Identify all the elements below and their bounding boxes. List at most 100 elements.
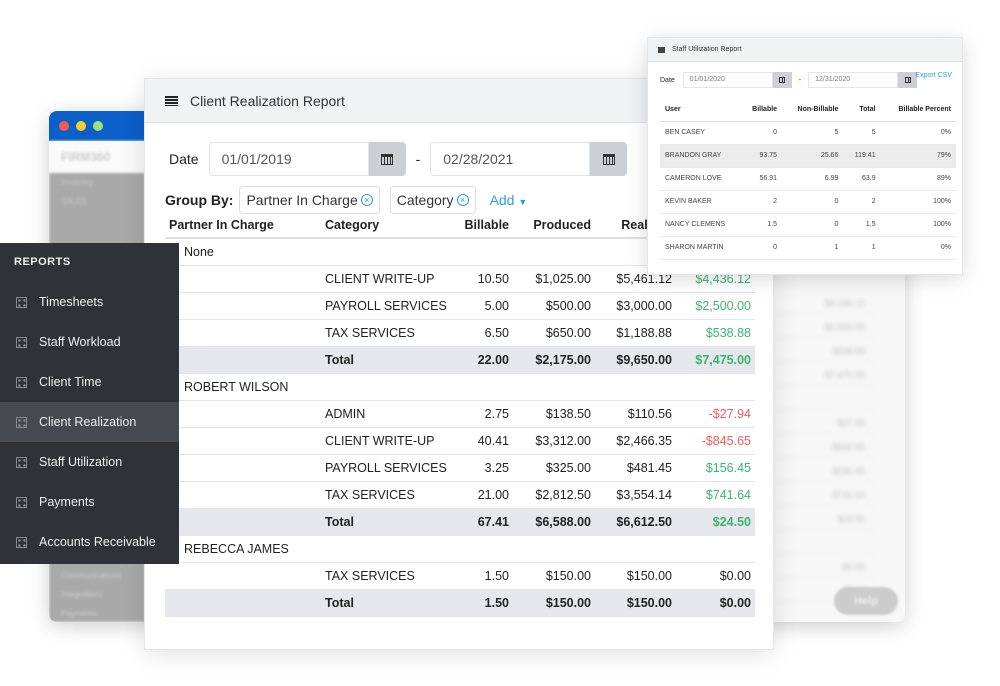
difference-cell: -$845.65 xyxy=(676,427,755,455)
sidebar-item-staff-utilization[interactable]: Staff Utilization xyxy=(0,442,179,482)
total-row: Total 22.00 $2,175.00 $9,650.00 $7,475.00 xyxy=(165,346,755,374)
billable-cell: 3.25 xyxy=(451,454,513,482)
bg-table-cell: $0.00 xyxy=(775,555,875,579)
sidebar-item-label: Timesheets xyxy=(39,295,104,309)
category-cell: TAX SERVICES xyxy=(321,481,451,509)
realized-cell: $2,466.35 xyxy=(595,427,676,455)
col-total[interactable]: Total xyxy=(843,98,881,122)
category-cell: ADMIN xyxy=(321,400,451,428)
sidebar-item-client-realization[interactable]: Client Realization xyxy=(0,402,179,442)
difference-cell: $2,500.00 xyxy=(676,292,755,320)
minimize-dot-icon[interactable] xyxy=(76,121,86,131)
bg-table-cell: $538.88 xyxy=(775,339,875,363)
total-cell: 119.41 xyxy=(843,144,881,168)
date-to-picker-button[interactable] xyxy=(590,142,628,176)
produced-cell: $1,025.00 xyxy=(513,265,595,293)
non-billable-cell: 25.66 xyxy=(782,144,844,168)
sidebar-item-client-time[interactable]: Client Time xyxy=(0,362,179,402)
billable-cell: 10.50 xyxy=(451,265,513,293)
difference-cell: -$27.94 xyxy=(676,400,755,428)
menu-icon[interactable] xyxy=(165,95,178,106)
col-billable-percent[interactable]: Billable Percent xyxy=(880,98,956,122)
realized-cell: $150.00 xyxy=(595,589,676,617)
sidebar-item-label: Payments xyxy=(39,495,95,509)
billable-percent-cell: 89% xyxy=(880,167,956,191)
partner-cell xyxy=(165,454,321,482)
partner-cell xyxy=(165,427,321,455)
date-from-picker-button[interactable] xyxy=(772,72,792,88)
calendar-icon xyxy=(904,77,911,83)
produced-cell: $150.00 xyxy=(513,562,595,590)
date-to-input[interactable]: 12/31/2020 xyxy=(808,72,899,88)
date-from-input[interactable]: 01/01/2019 xyxy=(208,142,369,176)
produced-cell: $325.00 xyxy=(513,454,595,482)
bg-table-cell: -$27.94 xyxy=(775,411,875,435)
client-realization-report: Client Realization Report Date 01/01/201… xyxy=(144,78,774,650)
bg-table-cell: $24.50 xyxy=(775,507,875,531)
group-chip-partner[interactable]: Partner In Charge × xyxy=(239,186,380,214)
bg-table-cell: $156.45 xyxy=(775,459,875,483)
bg-table-cell xyxy=(775,387,875,411)
bg-table-cell: $7,475.00 xyxy=(775,363,875,387)
report-icon xyxy=(16,416,27,428)
col-category[interactable]: Category xyxy=(321,213,451,239)
sidebar-item-payments[interactable]: Payments xyxy=(0,482,179,522)
realized-cell: $481.45 xyxy=(595,454,676,482)
table-row: NANCY CLEMENS 1.5 0 1.5 100% xyxy=(660,213,956,237)
bg-nav-item[interactable]: Payments xyxy=(61,609,97,618)
maximize-dot-icon[interactable] xyxy=(93,121,103,131)
export-csv-link[interactable]: Export CSV xyxy=(915,72,952,79)
col-billable[interactable]: Billable xyxy=(740,98,783,122)
group-chip-category[interactable]: Category × xyxy=(389,186,476,214)
add-group-button[interactable]: Add ▼ xyxy=(490,192,528,208)
remove-chip-icon[interactable]: × xyxy=(456,194,469,206)
date-to-input[interactable]: 02/28/2021 xyxy=(430,142,591,176)
produced-cell: $2,175.00 xyxy=(513,346,595,374)
total-cell: 1 xyxy=(843,236,881,260)
category-cell: CLIENT WRITE-UP xyxy=(321,265,451,293)
close-dot-icon[interactable] xyxy=(59,121,69,131)
produced-cell: $150.00 xyxy=(513,589,595,617)
col-produced[interactable]: Produced xyxy=(513,213,595,239)
remove-chip-icon[interactable]: × xyxy=(360,194,373,206)
category-cell: Total xyxy=(321,589,451,617)
category-cell: TAX SERVICES xyxy=(321,319,451,347)
sidebar-item-timesheets[interactable]: Timesheets xyxy=(0,282,179,322)
sidebar-item-accounts-receivable[interactable]: Accounts Receivable xyxy=(0,522,179,562)
realized-cell: $1,188.88 xyxy=(595,319,676,347)
date-from-input[interactable]: 01/01/2020 xyxy=(682,72,773,88)
non-billable-cell: 0 xyxy=(782,190,844,214)
category-cell: PAYROLL SERVICES xyxy=(321,292,451,320)
sidebar-item-staff-workload[interactable]: Staff Workload xyxy=(0,322,179,362)
date-to-picker-button[interactable] xyxy=(898,72,918,88)
total-row: Total 67.41 $6,588.00 $6,612.50 $24.50 xyxy=(165,508,755,536)
partner-cell xyxy=(165,265,321,293)
bg-nav-item[interactable]: Communications xyxy=(61,571,121,580)
report-icon xyxy=(16,496,27,508)
billable-percent-cell: 100% xyxy=(880,213,956,237)
table-row: CLIENT WRITE-UP 40.41 $3,312.00 $2,466.35 -$… xyxy=(165,427,755,455)
date-separator: - xyxy=(798,76,802,84)
col-user[interactable]: User xyxy=(660,98,740,122)
bg-nav-item[interactable]: Integrations xyxy=(61,590,103,599)
produced-cell: $138.50 xyxy=(513,400,595,428)
category-cell: Total xyxy=(321,508,451,536)
billable-cell: 1.5 xyxy=(740,213,783,237)
realized-cell: $110.56 xyxy=(595,400,676,428)
produced-cell: $650.00 xyxy=(513,319,595,347)
billable-percent-cell: 0% xyxy=(880,236,956,260)
report-icon xyxy=(16,336,27,348)
table-row: ADMIN 2.75 $138.50 $110.56 -$27.94 xyxy=(165,400,755,428)
col-billable[interactable]: Billable xyxy=(451,213,513,239)
total-cell: 1.5 xyxy=(843,213,881,237)
help-button[interactable]: Help xyxy=(834,587,898,615)
menu-icon[interactable] xyxy=(658,46,665,53)
col-non-billable[interactable]: Non-Billable xyxy=(782,98,844,122)
col-partner[interactable]: Partner In Charge xyxy=(165,213,321,239)
partner-cell xyxy=(165,481,321,509)
date-from-picker-button[interactable] xyxy=(368,142,406,176)
difference-cell: $0.00 xyxy=(676,589,755,617)
bg-nav-item[interactable]: Invoicing xyxy=(61,178,93,187)
produced-cell: $3,312.00 xyxy=(513,427,595,455)
billable-cell: 5.00 xyxy=(451,292,513,320)
